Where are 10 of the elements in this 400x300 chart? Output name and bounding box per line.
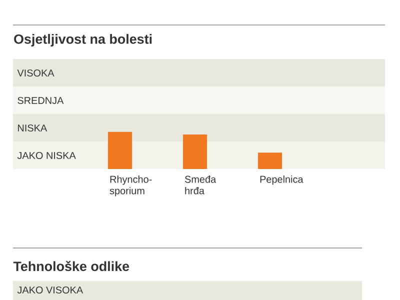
text: Tehnološke odlike bbox=[13, 260, 130, 272]
band-label: NISKA bbox=[18, 124, 48, 132]
x-tick-label: Pepelnica bbox=[260, 176, 304, 185]
band-label: VISOKA bbox=[17, 69, 54, 77]
band-label: JAKO NISKA bbox=[17, 152, 76, 160]
band-label: SREDNJA bbox=[18, 96, 64, 104]
chart-title: Osjetljivost na bolesti bbox=[14, 34, 152, 47]
x-tick-label: Smeđa hrđa bbox=[184, 176, 216, 194]
text: JAKO VISOKA bbox=[17, 286, 84, 294]
x-tick-label: Rhyncho-sporium bbox=[110, 176, 152, 196]
